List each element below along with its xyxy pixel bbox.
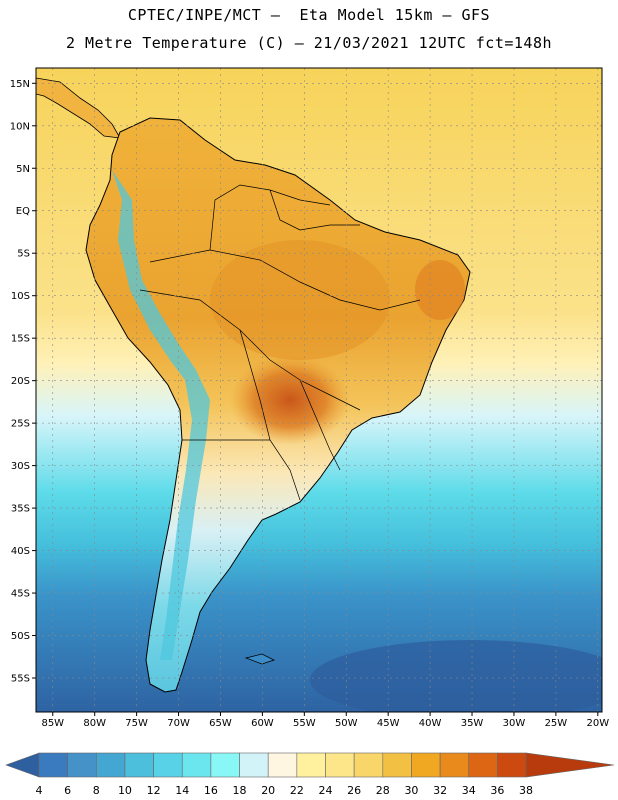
colorbar-tick-label: 12 bbox=[147, 784, 161, 797]
colorbar-swatch bbox=[210, 752, 240, 778]
lon-label: 30W bbox=[503, 718, 526, 729]
colorbar-tick-label: 24 bbox=[319, 784, 333, 797]
colorbar-swatch bbox=[353, 752, 384, 778]
hot-area-northeast bbox=[415, 260, 465, 320]
colorbar-tick-label: 30 bbox=[404, 784, 418, 797]
lon-label: 45W bbox=[377, 718, 400, 729]
colorbar-tick-label: 38 bbox=[519, 784, 533, 797]
lat-label: 35S bbox=[11, 504, 30, 515]
title-line-2: 2 Metre Temperature (C) — 21/03/2021 12U… bbox=[65, 34, 553, 52]
colorbar-tick-label: 4 bbox=[36, 784, 43, 797]
cold-patch bbox=[310, 640, 602, 712]
colorbar-swatch bbox=[124, 752, 154, 778]
colorbar-swatch bbox=[181, 752, 212, 778]
title-line-1: CPTEC/INPE/MCT — Eta Model 15km — GFS bbox=[127, 6, 491, 24]
colorbar-tick-label: 22 bbox=[290, 784, 304, 797]
lon-label: 25W bbox=[545, 718, 568, 729]
lat-label: 45S bbox=[11, 589, 30, 600]
longitude-labels: 85W 80W 75W 70W 65W 60W 55W 50W 45W 40W 35W 30W 25W 2… bbox=[41, 712, 609, 729]
latitude-labels: 15N 10N 5N EQ 5S 10S 15S 20S 25S 30S 35S 40S 45S 50S 5… bbox=[10, 79, 36, 685]
lon-label: 40W bbox=[419, 718, 442, 729]
lat-label: 15N bbox=[10, 79, 30, 90]
lat-label: 10S bbox=[11, 291, 30, 302]
lon-label: 50W bbox=[335, 718, 358, 729]
colorbar-swatch bbox=[239, 752, 269, 778]
lon-label: 55W bbox=[293, 718, 316, 729]
lat-label: 15S bbox=[11, 334, 30, 345]
lon-label: 80W bbox=[83, 718, 106, 729]
colorbar-tick-label: 20 bbox=[261, 784, 275, 797]
lat-label: 10N bbox=[10, 121, 30, 132]
colorbar-tick-label: 6 bbox=[64, 784, 71, 797]
colorbar-tick-label: 8 bbox=[93, 784, 100, 797]
colorbar-swatch bbox=[439, 752, 470, 778]
graticule bbox=[36, 68, 602, 712]
lon-label: 75W bbox=[125, 718, 148, 729]
colorbar-tick-label: 36 bbox=[490, 784, 504, 797]
colorbar-tick-label: 16 bbox=[204, 784, 218, 797]
colorbar-tick-label: 32 bbox=[433, 784, 447, 797]
colorbar-swatch bbox=[411, 752, 441, 778]
colorbar-swatch bbox=[497, 752, 527, 778]
lon-label: 65W bbox=[209, 718, 232, 729]
andes-ridge bbox=[112, 170, 210, 660]
lat-label: 50S bbox=[11, 631, 30, 642]
lat-label: 40S bbox=[11, 546, 30, 557]
lon-label: 35W bbox=[461, 718, 484, 729]
colorbar-tick-label: 34 bbox=[462, 784, 476, 797]
falkland-islands bbox=[244, 653, 276, 665]
colorbar-tick-label: 14 bbox=[175, 784, 189, 797]
lat-label: 55S bbox=[11, 674, 30, 685]
colorbar-swatch bbox=[468, 752, 498, 778]
colorbar-swatch bbox=[96, 752, 126, 778]
hot-area-center bbox=[230, 355, 350, 445]
colorbar-swatch bbox=[296, 752, 326, 778]
plot-frame bbox=[35, 67, 603, 713]
lat-label: 5N bbox=[16, 164, 30, 175]
colorbar-swatch bbox=[67, 752, 97, 778]
lat-label: 5S bbox=[17, 249, 30, 260]
colorbar-tick-label: 28 bbox=[376, 784, 390, 797]
lat-label: EQ bbox=[16, 206, 30, 217]
colorbar-arrow-right bbox=[525, 752, 615, 778]
lon-label: 85W bbox=[41, 718, 64, 729]
colorbar-swatch bbox=[153, 752, 183, 778]
lat-label: 25S bbox=[11, 419, 30, 430]
lat-label: 30S bbox=[11, 461, 30, 472]
lon-label: 70W bbox=[167, 718, 190, 729]
colorbar-tick-label: 18 bbox=[233, 784, 247, 797]
lon-label: 20W bbox=[586, 718, 609, 729]
central-america-land bbox=[36, 77, 121, 139]
colorbar-swatch bbox=[38, 752, 68, 778]
country-borders bbox=[139, 184, 421, 501]
lat-label: 20S bbox=[11, 376, 30, 387]
colorbar-tick-label: 26 bbox=[347, 784, 361, 797]
colorbar-tick-label: 10 bbox=[118, 784, 132, 797]
colorbar-swatch bbox=[382, 752, 412, 778]
hot-area-north bbox=[210, 240, 390, 360]
colorbar-swatch bbox=[325, 752, 355, 778]
lon-label: 60W bbox=[251, 718, 274, 729]
colorbar-arrow-left bbox=[5, 752, 40, 778]
colorbar: 4 6 8 10 12 14 16 18 20 22 24 26 28 30 32 34 36 38 bbox=[5, 752, 615, 797]
colorbar-swatch bbox=[267, 752, 298, 778]
